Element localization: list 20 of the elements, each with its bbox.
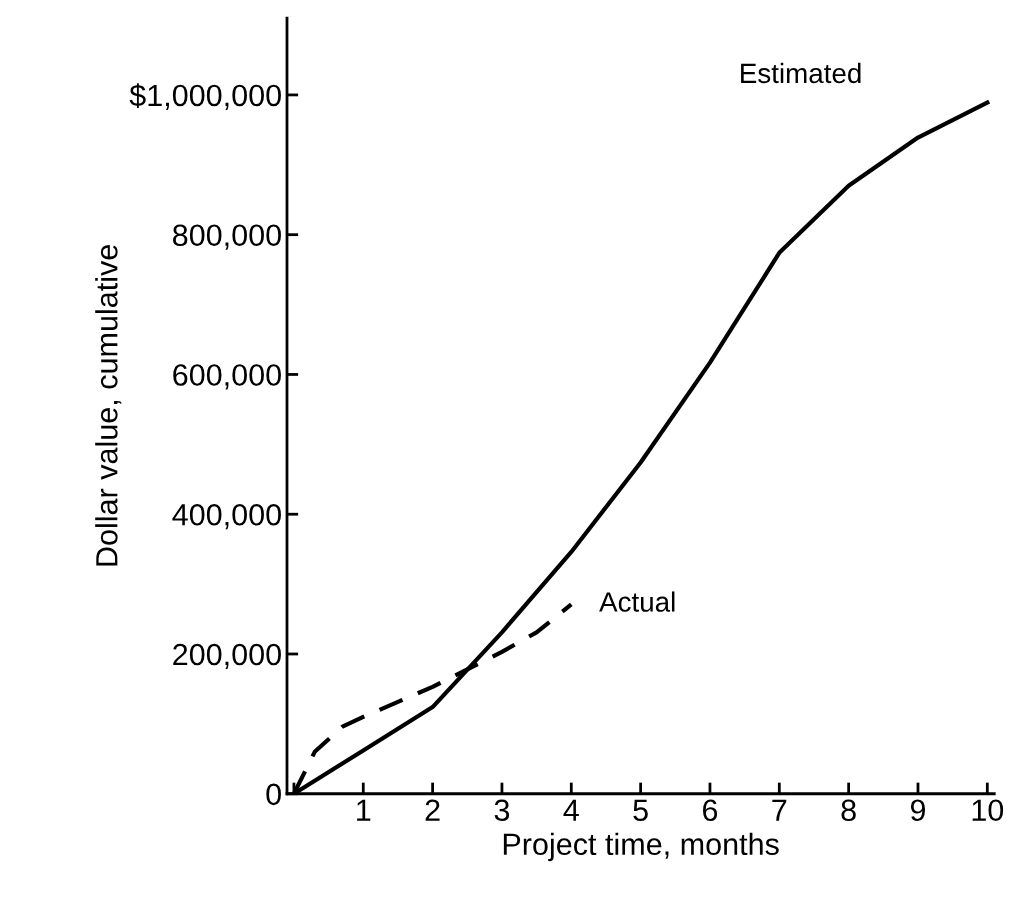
x-tick-label: 7 — [772, 799, 787, 821]
x-tick-label: 2 — [425, 799, 440, 821]
x-tick-label: 3 — [494, 799, 510, 822]
x-axis-title: Project time, months — [503, 832, 779, 862]
y-tick-label: 800,000 — [173, 224, 281, 250]
y-tick-label: 0 — [266, 783, 281, 806]
series-label: Actual — [599, 591, 675, 612]
y-axis-title: Dollar value, cumulative — [95, 245, 122, 566]
x-tick-label: 1 — [357, 799, 371, 821]
x-tick-label: 6 — [703, 799, 718, 822]
y-tick-label: $1,000,000 — [129, 83, 281, 110]
x-tick-label: 4 — [563, 799, 579, 821]
x-tick-label: 8 — [841, 799, 856, 822]
x-tick-label: 10 — [972, 799, 1004, 822]
y-tick-label: 200,000 — [173, 643, 281, 669]
y-tick-label: 400,000 — [172, 503, 281, 530]
x-tick-label: 9 — [910, 799, 926, 822]
y-tick-label: 600,000 — [173, 364, 281, 390]
text: Estimated — [741, 62, 861, 84]
x-tick-label: 5 — [633, 799, 648, 822]
